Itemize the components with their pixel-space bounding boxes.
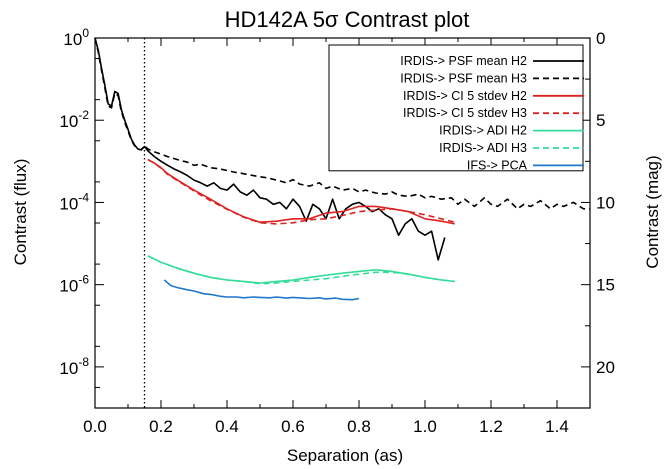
legend-label: IRDIS-> PSF mean H2 bbox=[400, 54, 527, 68]
legend-label: IRDIS-> ADI H2 bbox=[439, 124, 527, 138]
axis-ticks: 0.0 0.2 0.4 0.6 0.8 1.0 1.2 1.410010-210-410-61… bbox=[59, 26, 615, 436]
legend: IRDIS-> PSF mean H2 IRDIS-> PSF mean H3 IR… bbox=[400, 54, 584, 172]
x-tick-label: 1.0 bbox=[413, 417, 437, 436]
y-tick-label: 10-6 bbox=[59, 273, 89, 296]
series-line bbox=[94, 37, 590, 210]
right-tick-label: 20 bbox=[596, 358, 615, 377]
x-tick-label: 0.8 bbox=[347, 417, 371, 436]
x-tick-label: 0.4 bbox=[215, 417, 239, 436]
series-line bbox=[94, 37, 446, 261]
legend-label: IRDIS-> ADI H3 bbox=[439, 141, 527, 155]
legend-label: IRDIS-> CI 5 stdev H2 bbox=[403, 89, 527, 103]
y-axis-label-right: Contrast (mag) bbox=[643, 155, 662, 268]
series-line bbox=[147, 255, 455, 285]
series-line bbox=[163, 279, 360, 301]
x-axis-label: Separation (as) bbox=[287, 446, 403, 465]
legend-label: IRDIS-> PSF mean H3 bbox=[400, 71, 527, 85]
chart-title: HD142A 5σ Contrast plot bbox=[225, 7, 470, 32]
x-tick-label: 1.4 bbox=[545, 417, 569, 436]
legend-label: IRDIS-> CI 5 stdev H3 bbox=[403, 106, 527, 120]
right-tick-label: 0 bbox=[596, 29, 605, 48]
right-tick-label: 15 bbox=[596, 276, 615, 295]
y-tick-label: 10-4 bbox=[59, 190, 89, 213]
data-series bbox=[94, 37, 590, 301]
x-tick-label: 0.0 bbox=[83, 417, 107, 436]
plot-frame bbox=[94, 37, 591, 409]
y-tick-label: 100 bbox=[63, 26, 89, 49]
x-tick-label: 0.6 bbox=[281, 417, 305, 436]
right-tick-label: 10 bbox=[596, 193, 615, 212]
x-tick-label: 1.2 bbox=[479, 417, 503, 436]
series-line bbox=[147, 158, 455, 225]
series-line bbox=[147, 255, 455, 284]
y-axis-label: Contrast (flux) bbox=[11, 159, 30, 266]
legend-label: IFS-> PCA bbox=[467, 158, 528, 172]
y-tick-label: 10-8 bbox=[59, 355, 89, 378]
right-tick-label: 5 bbox=[596, 111, 605, 130]
x-tick-label: 0.2 bbox=[149, 417, 173, 436]
legend-box bbox=[328, 44, 584, 172]
y-tick-label: 10-2 bbox=[59, 108, 89, 131]
